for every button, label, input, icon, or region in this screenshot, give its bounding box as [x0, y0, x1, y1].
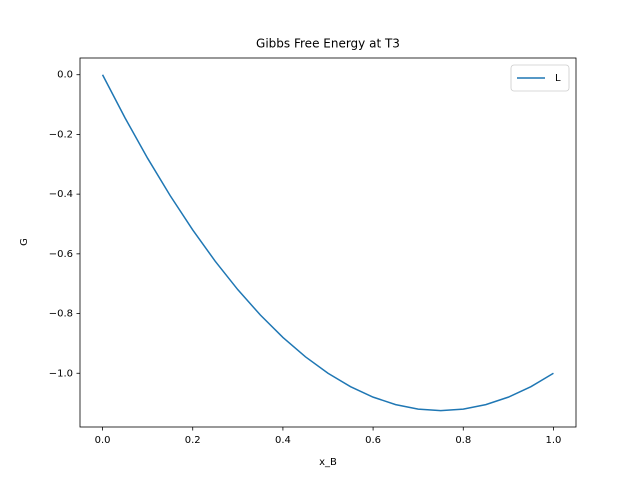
chart-title: Gibbs Free Energy at T3 — [256, 37, 400, 51]
y-tick-label: −0.2 — [49, 129, 73, 140]
y-tick-label: −0.4 — [49, 189, 73, 200]
y-tick-label: 0.0 — [57, 70, 73, 81]
x-tick-label: 0.2 — [185, 435, 201, 446]
x-tick-label: 0.0 — [95, 435, 111, 446]
plot-frame — [79, 57, 577, 428]
x-tick-label: 0.8 — [455, 435, 471, 446]
x-axis-label: x_B — [319, 457, 337, 468]
x-tick-label: 0.4 — [275, 435, 291, 446]
line-series — [101, 74, 554, 412]
y-tick-label: −1.0 — [49, 368, 73, 379]
x-tick-label: 1.0 — [546, 435, 562, 446]
legend-label: L — [555, 73, 561, 84]
y-tick-label: −0.6 — [49, 249, 73, 260]
x-tick-label: 0.6 — [365, 435, 381, 446]
y-tick-label: −0.8 — [49, 309, 73, 320]
y-axis-label: G — [19, 238, 30, 246]
